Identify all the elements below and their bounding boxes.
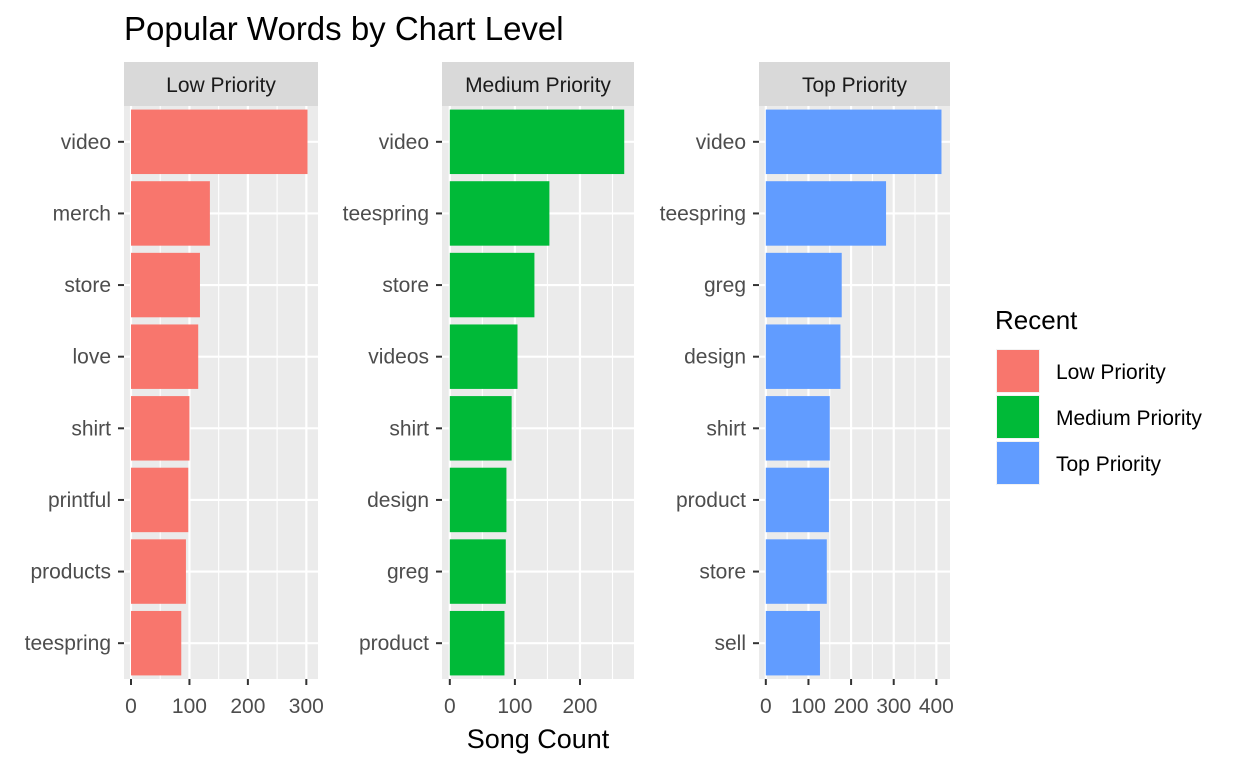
x-tick-label: 300 — [289, 695, 324, 718]
x-tick-label: 100 — [497, 695, 532, 718]
category-label: greg — [387, 561, 429, 584]
bar-greg — [765, 252, 842, 318]
bar-teespring — [131, 610, 182, 676]
bar-design — [765, 324, 841, 389]
facet-strip — [759, 62, 950, 106]
bar-teespring — [765, 181, 887, 246]
category-label: sell — [714, 632, 746, 655]
bar-shirt — [449, 396, 512, 461]
x-tick-label: 0 — [760, 695, 772, 718]
bar-shirt — [765, 396, 830, 461]
panel-medium-priority: Medium Priority video teespring store videos… — [343, 62, 634, 718]
x-tick-label: 200 — [230, 695, 265, 718]
category-label: product — [359, 632, 429, 655]
category-label: love — [72, 346, 111, 369]
category-label: shirt — [389, 417, 429, 440]
category-label: teespring — [660, 202, 746, 225]
bar-products — [131, 539, 186, 604]
category-label: video — [61, 131, 111, 154]
legend-label: Top Priority — [1056, 453, 1162, 476]
bar-sell — [765, 610, 820, 676]
legend-title: Recent — [995, 305, 1078, 335]
x-tick-label: 200 — [562, 695, 597, 718]
category-label: videos — [368, 346, 429, 369]
bar-greg — [449, 539, 506, 604]
x-tick-label: 100 — [791, 695, 826, 718]
bar-videos — [449, 324, 518, 389]
bar-video — [765, 109, 942, 175]
facet-strip-label: Low Priority — [166, 74, 276, 97]
x-tick-label: 100 — [172, 695, 207, 718]
category-label: teespring — [25, 632, 111, 655]
legend-swatch — [997, 350, 1039, 392]
bar-video — [131, 109, 308, 175]
x-tick-label: 0 — [444, 695, 456, 718]
category-label: store — [64, 274, 111, 297]
category-label: product — [676, 489, 746, 512]
x-tick-label: 300 — [876, 695, 911, 718]
facet-strip — [442, 62, 634, 106]
category-label: design — [684, 346, 746, 369]
category-label: greg — [704, 274, 746, 297]
legend-label: Medium Priority — [1056, 407, 1202, 430]
category-label: video — [696, 131, 746, 154]
x-tick-label: 200 — [834, 695, 869, 718]
bar-love — [131, 324, 199, 389]
category-label: shirt — [71, 417, 111, 440]
legend-swatch — [997, 442, 1039, 484]
category-label: store — [382, 274, 429, 297]
facet-strip — [124, 62, 318, 106]
category-label: merch — [53, 202, 111, 225]
bar-shirt — [131, 396, 190, 461]
bar-product — [449, 610, 505, 676]
legend: Recent Low Priority Medium Priority Top Pr… — [995, 305, 1202, 485]
category-label: printful — [48, 489, 111, 512]
panel-top-priority: Top Priority video teespring greg design shir… — [660, 62, 954, 718]
x-tick-label: 400 — [919, 695, 954, 718]
x-tick-label: 0 — [125, 695, 137, 718]
category-label: shirt — [706, 417, 746, 440]
category-label: video — [379, 131, 429, 154]
bar-printful — [131, 467, 189, 533]
legend-swatch — [997, 396, 1039, 438]
category-label: design — [367, 489, 429, 512]
facet-strip-label: Medium Priority — [465, 74, 611, 97]
chart-panels: Low Priority video merch store love shirt prin… — [25, 62, 954, 718]
bar-store — [449, 252, 535, 318]
chart-title: Popular Words by Chart Level — [124, 10, 564, 47]
category-label: products — [30, 561, 111, 584]
bar-video — [449, 109, 625, 175]
legend-label: Low Priority — [1056, 361, 1166, 384]
category-label: teespring — [343, 202, 429, 225]
bar-teespring — [449, 181, 550, 246]
facet-strip-label: Top Priority — [802, 74, 908, 97]
bar-product — [765, 467, 829, 533]
bar-merch — [131, 181, 210, 246]
x-axis-title: Song Count — [467, 724, 610, 754]
bar-store — [765, 539, 827, 604]
bar-store — [131, 252, 200, 318]
category-label: store — [699, 561, 746, 584]
bar-design — [449, 467, 507, 533]
panel-low-priority: Low Priority video merch store love shirt prin… — [25, 62, 324, 718]
